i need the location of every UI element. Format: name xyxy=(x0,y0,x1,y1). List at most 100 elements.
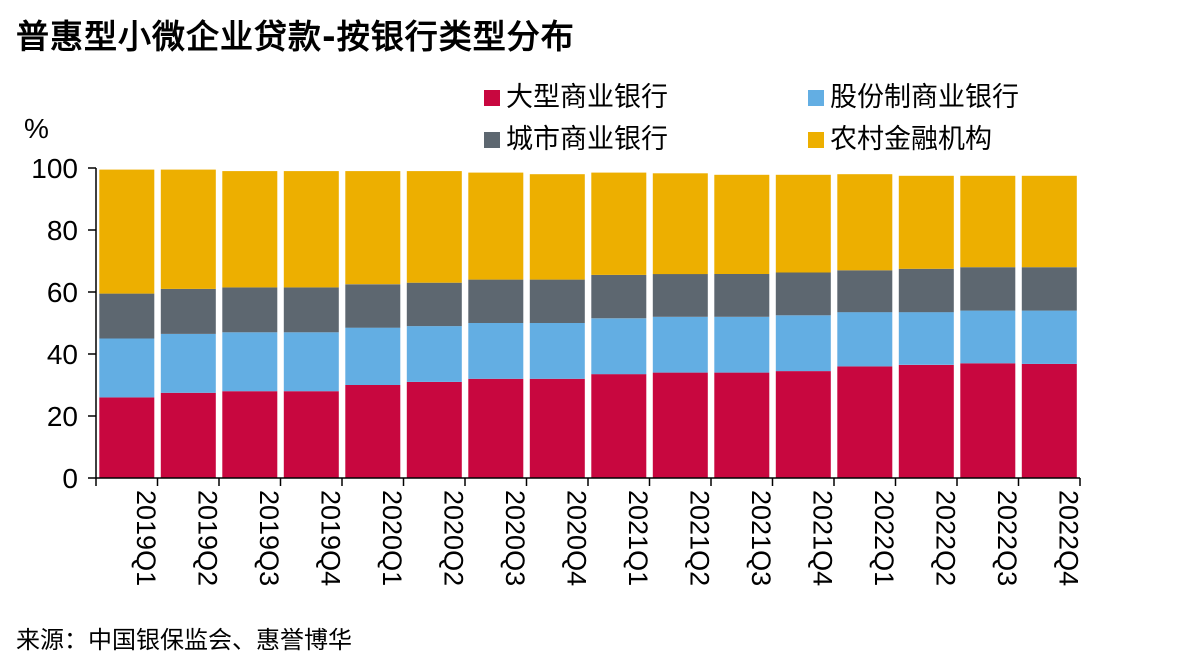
x-category-label: 2022Q2 xyxy=(930,490,960,586)
y-axis: 0 20 40 60 80 100 xyxy=(31,153,97,494)
bar-2019Q2-series-3 xyxy=(160,169,216,289)
bar-2019Q3-series-3 xyxy=(222,171,278,288)
bar-2019Q3-series-1 xyxy=(222,332,278,392)
bar-2020Q1-series-1 xyxy=(345,327,401,385)
bar-2021Q3-series-1 xyxy=(714,316,770,373)
y-tick-label: 40 xyxy=(47,339,78,370)
legend-label: 农村金融机构 xyxy=(830,124,992,155)
x-category-label: 2021Q2 xyxy=(684,490,714,586)
bar-2019Q4-series-1 xyxy=(283,332,339,392)
bar-2022Q1-series-0 xyxy=(837,366,893,478)
bar-2020Q4-series-0 xyxy=(529,378,585,478)
bar-2019Q2-series-0 xyxy=(160,392,216,479)
bar-2021Q1-series-2 xyxy=(591,274,647,319)
legend-label: 股份制商业银行 xyxy=(830,82,1019,113)
x-category-label: 2020Q2 xyxy=(438,490,468,586)
x-category-label: 2021Q4 xyxy=(807,490,837,586)
bar-2021Q1-series-0 xyxy=(591,374,647,478)
x-category-label: 2020Q3 xyxy=(500,490,530,586)
bar-2022Q2-series-2 xyxy=(898,268,954,313)
bar-2021Q2-series-1 xyxy=(652,316,708,373)
bar-2020Q2-series-0 xyxy=(406,381,462,478)
bar-2019Q3-series-0 xyxy=(222,391,278,478)
bar-2022Q4-series-3 xyxy=(1021,175,1077,268)
bar-2020Q1-series-2 xyxy=(345,284,401,328)
y-tick-label: 0 xyxy=(62,463,78,494)
bar-2022Q4-series-1 xyxy=(1021,310,1077,364)
chart-bars xyxy=(99,169,1077,479)
x-category-label: 2019Q1 xyxy=(131,490,161,586)
bar-2022Q3-series-3 xyxy=(960,175,1016,268)
x-category-label: 2021Q3 xyxy=(746,490,776,586)
bar-2020Q3-series-3 xyxy=(468,172,524,280)
x-category-label: 2020Q4 xyxy=(561,490,591,586)
bar-2020Q1-series-0 xyxy=(345,385,401,478)
bar-2021Q1-series-3 xyxy=(591,172,647,275)
legend-swatch xyxy=(484,132,500,148)
bar-2022Q1-series-2 xyxy=(837,270,893,313)
bar-2019Q1-series-1 xyxy=(99,338,155,398)
legend-swatch xyxy=(484,90,500,106)
bar-2020Q2-series-1 xyxy=(406,326,462,382)
legend-label: 大型商业银行 xyxy=(506,82,668,113)
source-note: 来源：中国银保监会、惠誉博华 xyxy=(16,626,352,654)
bar-2020Q1-series-3 xyxy=(345,171,401,285)
bar-2019Q2-series-2 xyxy=(160,288,216,334)
x-axis: 2019Q1 2019Q2 2019Q3 2019Q4 2020Q1 2020Q2 2020… xyxy=(95,477,1083,586)
bar-2020Q4-series-1 xyxy=(529,323,585,379)
bar-2021Q1-series-1 xyxy=(591,318,647,375)
x-category-label: 2019Q4 xyxy=(315,490,345,586)
bar-2022Q1-series-1 xyxy=(837,312,893,367)
x-category-label: 2021Q1 xyxy=(623,490,653,586)
bar-2021Q3-series-2 xyxy=(714,274,770,317)
x-category-label: 2019Q2 xyxy=(192,490,222,586)
y-tick-label: 20 xyxy=(47,401,78,432)
bar-2022Q1-series-3 xyxy=(837,174,893,271)
bar-2022Q3-series-1 xyxy=(960,310,1016,364)
y-tick-label: 80 xyxy=(47,215,78,246)
bar-2022Q4-series-0 xyxy=(1021,363,1077,478)
y-tick-label: 100 xyxy=(31,153,78,184)
bar-2022Q3-series-2 xyxy=(960,267,1016,311)
bar-2019Q1-series-2 xyxy=(99,293,155,339)
x-category-label: 2022Q1 xyxy=(869,490,899,586)
bar-2019Q3-series-2 xyxy=(222,287,278,333)
bar-2020Q4-series-2 xyxy=(529,279,585,323)
legend-label: 城市商业银行 xyxy=(506,124,668,155)
bar-2019Q1-series-0 xyxy=(99,397,155,478)
y-tick-label: 60 xyxy=(47,277,78,308)
y-axis-label: % xyxy=(24,113,49,144)
bar-2021Q2-series-2 xyxy=(652,274,708,317)
bar-2019Q4-series-0 xyxy=(283,391,339,478)
chart-title: 普惠型小微企业贷款-按银行类型分布 xyxy=(16,17,575,56)
bar-2020Q2-series-3 xyxy=(406,171,462,283)
bar-2022Q3-series-0 xyxy=(960,363,1016,478)
x-category-label: 2020Q1 xyxy=(377,490,407,586)
bar-2022Q2-series-0 xyxy=(898,364,954,478)
bar-2020Q2-series-2 xyxy=(406,282,462,327)
bar-2021Q4-series-0 xyxy=(775,371,831,478)
bar-2019Q1-series-3 xyxy=(99,169,155,294)
bar-2019Q4-series-2 xyxy=(283,287,339,333)
legend-swatch xyxy=(808,132,824,148)
bar-2019Q2-series-1 xyxy=(160,333,216,393)
bar-2021Q3-series-3 xyxy=(714,174,770,274)
bar-2021Q4-series-2 xyxy=(775,272,831,316)
bar-2022Q4-series-2 xyxy=(1021,267,1077,311)
bar-2021Q3-series-0 xyxy=(714,372,770,478)
x-category-label: 2019Q3 xyxy=(254,490,284,586)
bar-2022Q2-series-1 xyxy=(898,312,954,365)
legend-swatch xyxy=(808,90,824,106)
bar-2021Q4-series-1 xyxy=(775,315,831,372)
x-category-label: 2022Q3 xyxy=(992,490,1022,586)
bar-2021Q4-series-3 xyxy=(775,174,831,273)
x-category-label: 2022Q4 xyxy=(1053,490,1083,586)
bar-2019Q4-series-3 xyxy=(283,171,339,288)
bar-2020Q3-series-1 xyxy=(468,323,524,379)
bar-2020Q3-series-0 xyxy=(468,378,524,478)
bar-2020Q4-series-3 xyxy=(529,174,585,280)
bar-2021Q2-series-0 xyxy=(652,372,708,478)
bar-2022Q2-series-3 xyxy=(898,175,954,269)
